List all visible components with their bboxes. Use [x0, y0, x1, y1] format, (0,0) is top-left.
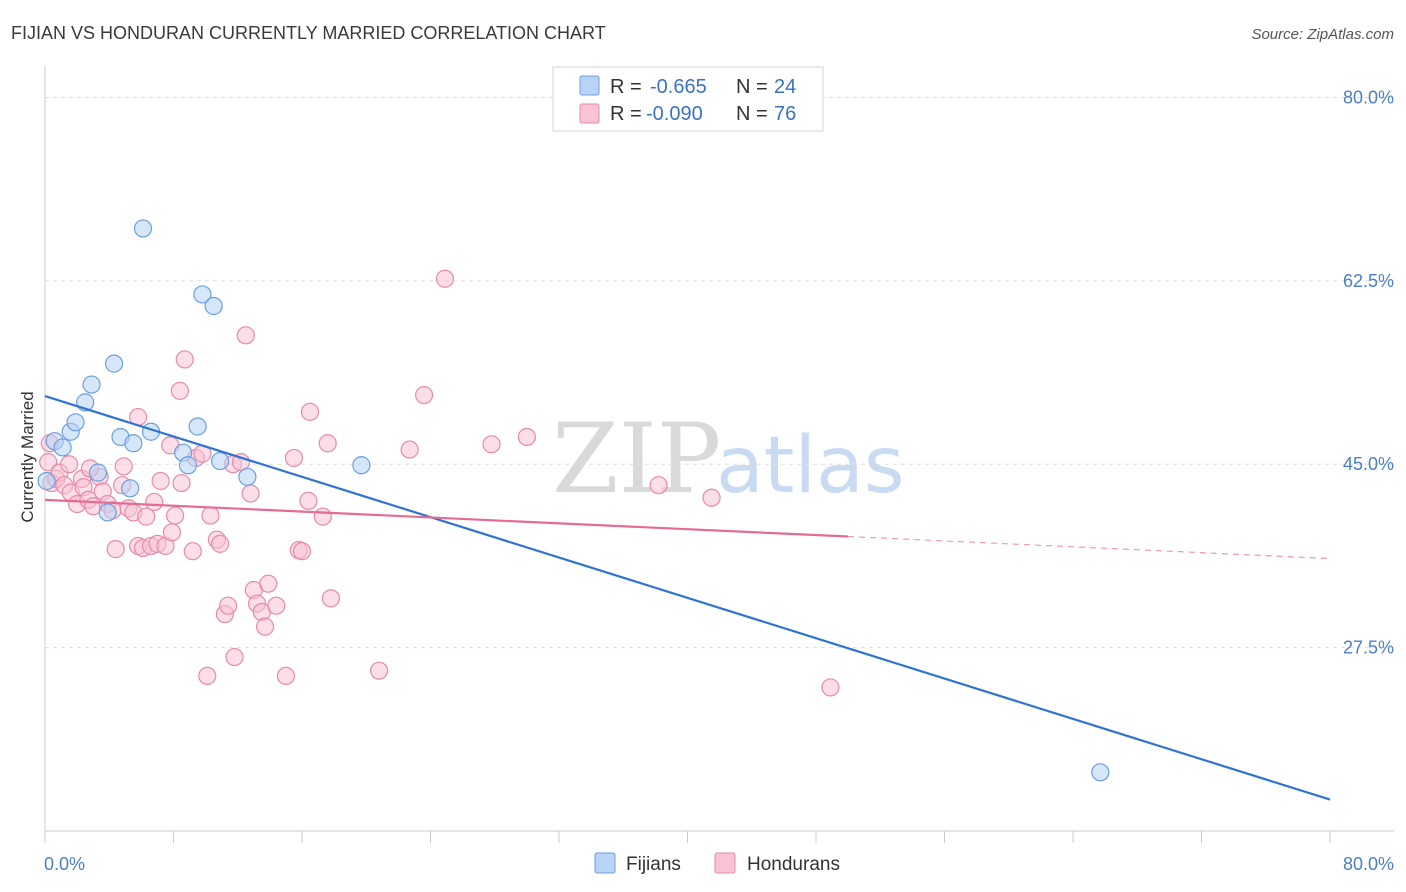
legend-r-label-hondurans: R =	[610, 103, 642, 125]
honduran-point	[151, 471, 170, 491]
honduran-point	[284, 448, 304, 468]
honduran-point	[201, 506, 220, 525]
honduran-point	[183, 542, 202, 561]
fijian-point	[352, 456, 371, 475]
honduran-point	[172, 473, 191, 493]
fijian-point	[104, 354, 124, 373]
watermark-zip: ZIP	[552, 403, 721, 515]
honduran-point	[321, 589, 341, 608]
fijian-point	[124, 434, 143, 453]
honduran-point	[255, 617, 275, 636]
honduran-point	[210, 534, 230, 553]
honduran-point	[702, 488, 721, 507]
honduran-point	[276, 666, 296, 686]
chart-title: FIJIAN VS HONDURAN CURRENTLY MARRIED COR…	[11, 23, 606, 43]
honduran-point	[145, 492, 164, 512]
bottom-legend-fijians: Fijians	[626, 854, 681, 875]
fijian-point	[88, 463, 108, 482]
legend-n-label-hondurans: N =	[736, 103, 768, 125]
honduran-point	[292, 542, 312, 561]
fijian-point	[82, 375, 101, 394]
legend-n-value-hondurans: 76	[774, 103, 796, 125]
honduran-point	[162, 523, 181, 542]
fijian-point	[204, 296, 223, 316]
legend-n-value-fijians: 24	[774, 76, 796, 98]
honduran-point	[821, 678, 840, 697]
bottom-legend-hondurans: Hondurans	[747, 854, 840, 875]
honduran-point	[166, 506, 185, 525]
y-tick-label: 27.5%	[1343, 638, 1394, 658]
honduran-point	[300, 402, 320, 421]
honduran-point	[267, 596, 286, 615]
legend-r-label-fijians: R =	[610, 76, 642, 98]
correlation-legend: R = -0.665 N = 24 R = -0.090 N = 76	[552, 66, 824, 132]
honduran-point	[219, 596, 238, 615]
fijian-point	[37, 471, 56, 491]
honduran-point	[39, 453, 58, 472]
honduran-point	[106, 540, 125, 559]
x-tick-label-max: 80.0%	[1343, 854, 1394, 874]
gridlines	[45, 96, 1394, 649]
fijian-point	[133, 219, 153, 238]
honduran-point	[313, 507, 332, 526]
legend-swatch-fijians	[579, 75, 600, 96]
honduran-trend-line	[44, 498, 849, 538]
honduran-trend-line-extension	[848, 535, 1331, 560]
honduran-point	[259, 574, 278, 593]
y-tick-label: 80.0%	[1343, 87, 1394, 107]
fijian-point	[238, 467, 257, 486]
legend-swatch-hondurans	[579, 103, 600, 124]
fijian-point	[121, 479, 140, 498]
honduran-point	[482, 435, 501, 454]
fijian-point	[193, 285, 212, 304]
fijian-point	[210, 451, 230, 471]
x-tick-label-min: 0.0%	[44, 854, 85, 874]
honduran-point	[435, 269, 455, 288]
fijian-point	[188, 417, 207, 436]
honduran-point	[400, 440, 419, 459]
fijian-point	[53, 438, 72, 457]
honduran-point	[236, 326, 255, 345]
legend-r-value-hondurans: -0.090	[646, 103, 703, 125]
trend-lines	[44, 395, 1331, 801]
y-axis-label: Currently Married	[18, 391, 37, 522]
honduran-point	[170, 381, 190, 400]
legend-n-label-fijians: N =	[736, 76, 768, 98]
honduran-point	[370, 661, 389, 680]
honduran-point	[299, 491, 318, 510]
honduran-point	[318, 434, 337, 453]
honduran-point	[59, 455, 79, 474]
honduran-point	[517, 427, 536, 447]
honduran-point	[137, 507, 156, 526]
fijian-point	[1091, 763, 1110, 782]
fijian-point	[98, 503, 117, 522]
honduran-point	[175, 350, 194, 369]
source-label: Source: ZipAtlas.com	[1251, 26, 1394, 43]
bottom-legend-swatch-fijians	[594, 852, 616, 874]
legend-r-value-fijians: -0.665	[650, 76, 707, 98]
honduran-point	[225, 647, 244, 667]
honduran-point	[649, 476, 668, 495]
fijian-point	[66, 413, 85, 432]
honduran-point	[241, 484, 260, 503]
fijian-trend-line	[44, 395, 1331, 801]
honduran-point	[114, 457, 133, 476]
bottom-legend-swatch-hondurans	[714, 852, 736, 874]
honduran-point	[414, 385, 434, 405]
fijian-point	[178, 456, 198, 475]
series-legend: Fijians Hondurans	[594, 852, 840, 875]
y-tick-labels: 27.5% 45.0% 62.5% 80.0%	[1343, 87, 1394, 657]
y-tick-label: 45.0%	[1343, 454, 1394, 474]
honduran-point	[198, 666, 217, 686]
y-tick-label: 62.5%	[1343, 271, 1394, 291]
watermark-atlas: atlas	[716, 421, 905, 511]
series-fijians	[37, 219, 1110, 782]
